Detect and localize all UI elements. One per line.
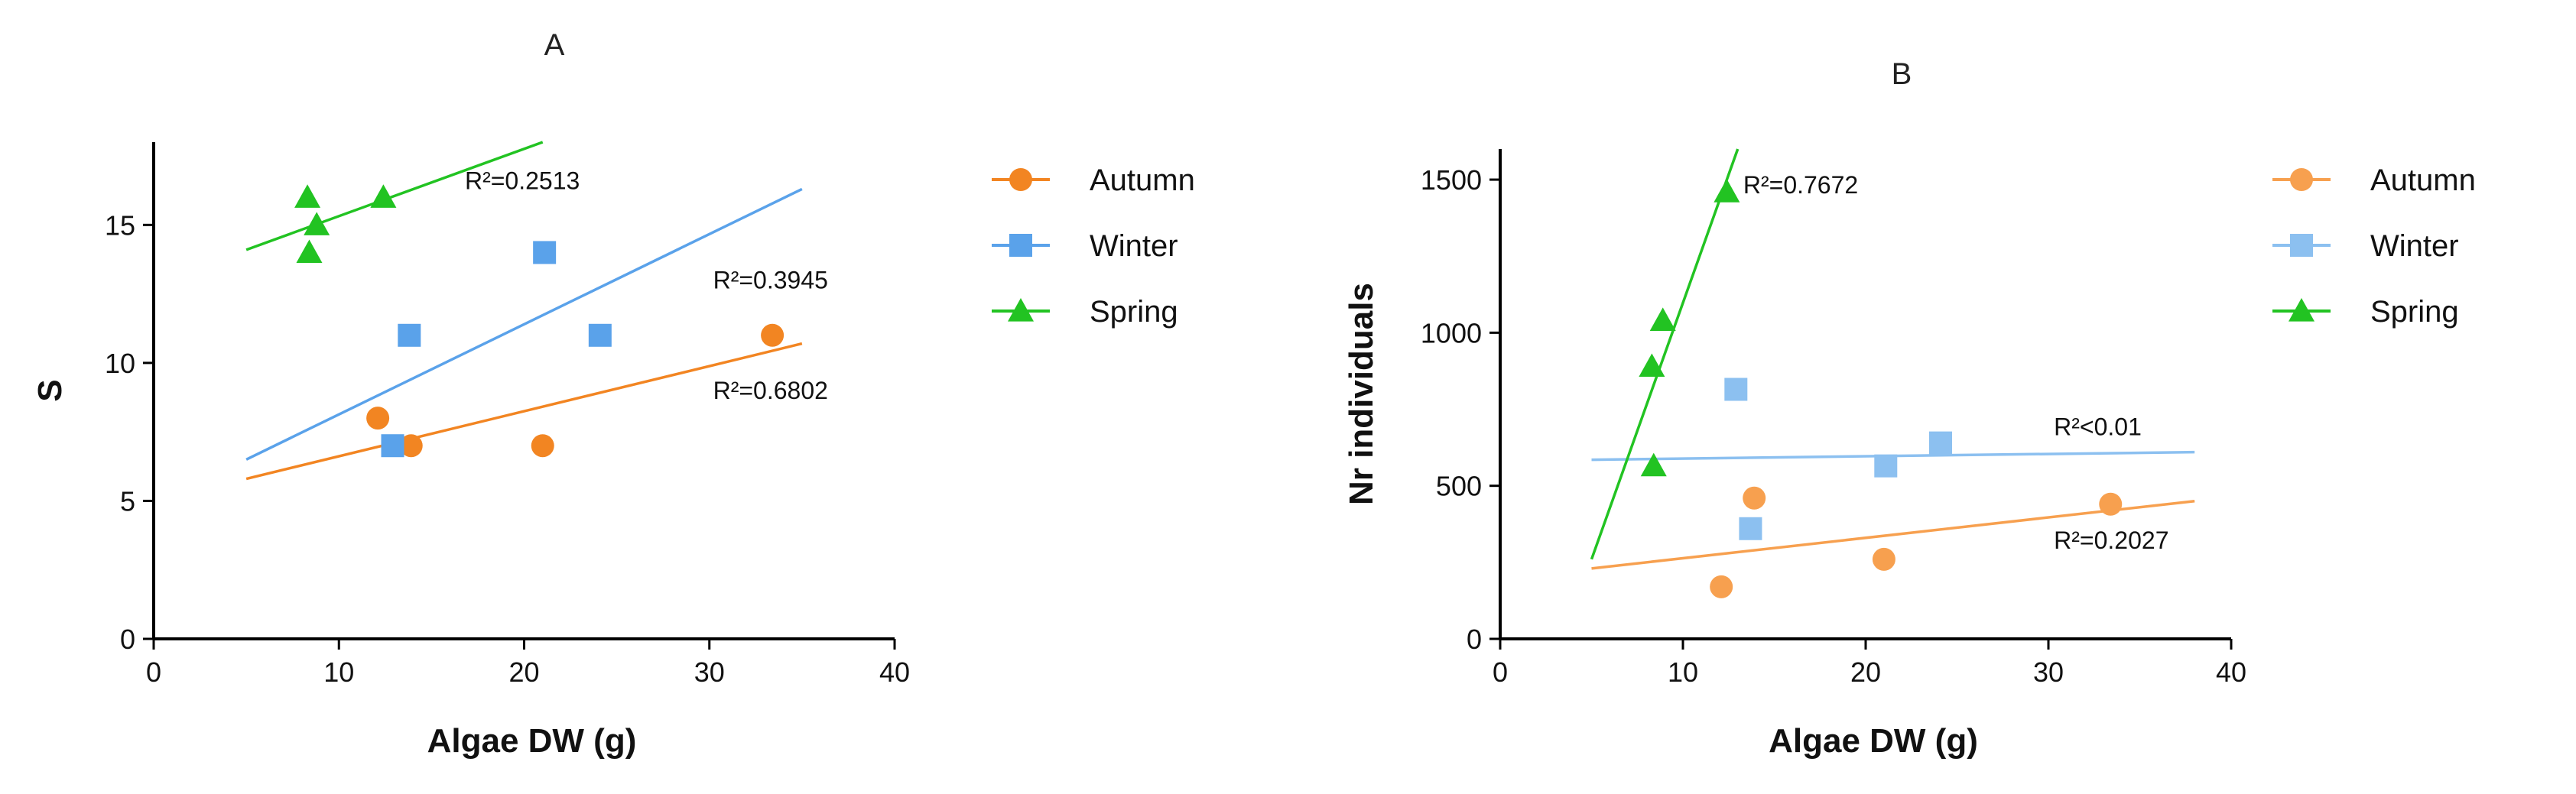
r2-label: R²=0.6802 — [713, 377, 828, 404]
data-point — [296, 239, 323, 264]
data-point — [1649, 307, 1676, 331]
legend-label: Spring — [1090, 295, 1178, 329]
series-spring: R²=0.7672 — [1590, 148, 1858, 560]
panel-a: A 0 10 20 30 40 0 5 10 15 Algae DW (g) S R²=0.6802 R²… — [31, 28, 1195, 760]
y-tick-label: 5 — [120, 485, 135, 517]
series-autumn: R²=0.2027 — [1591, 486, 2195, 598]
legend-item-winter: Winter — [2272, 229, 2459, 263]
legend-label: Autumn — [2370, 164, 2476, 197]
data-point — [398, 323, 421, 347]
x-axis-title: Algae DW (g) — [1769, 722, 1978, 760]
x-tick-label: 20 — [1850, 656, 1881, 688]
data-point — [1710, 575, 1733, 598]
legend-item-spring: Spring — [2272, 295, 2459, 329]
data-point — [1743, 486, 1766, 510]
data-point — [2099, 492, 2123, 516]
y-axis-title: Nr individuals — [1343, 283, 1380, 505]
y-tick-label: 0 — [1467, 624, 1482, 655]
y-tick-label: 500 — [1436, 471, 1482, 502]
data-point — [1874, 454, 1898, 478]
data-point — [1928, 431, 1952, 455]
x-tick-label: 0 — [146, 656, 161, 688]
r2-label: R²=0.2513 — [465, 167, 580, 194]
series-autumn: R²=0.6802 — [245, 323, 828, 481]
legend-item-winter: Winter — [992, 229, 1178, 263]
trend-line — [1590, 148, 1740, 560]
x-tick-label: 30 — [694, 656, 725, 688]
data-point — [366, 407, 390, 430]
r2-label: R²=0.3945 — [713, 266, 828, 293]
trend-line — [1591, 499, 2195, 570]
data-point — [1724, 378, 1748, 401]
panel-title: A — [544, 28, 565, 62]
legend-marker — [2289, 298, 2315, 322]
legend-item-spring: Spring — [992, 295, 1178, 329]
x-tick-label: 20 — [508, 656, 539, 688]
data-point — [399, 434, 423, 458]
panel-b: B 0 10 20 30 40 0 500 1000 1500 Algae DW (g) Nr ind… — [1343, 57, 2476, 760]
x-tick-label: 30 — [2033, 656, 2064, 688]
y-tick-label: 1500 — [1421, 164, 1482, 196]
legend-label: Winter — [1090, 229, 1178, 263]
data-point — [588, 323, 612, 347]
data-point — [1739, 517, 1762, 540]
r2-label: R²=0.2027 — [2054, 527, 2168, 554]
data-point — [381, 434, 404, 458]
data-point — [1714, 179, 1740, 203]
y-tick-label: 1000 — [1421, 317, 1482, 348]
series-spring: R²=0.2513 — [245, 141, 580, 264]
data-point — [370, 184, 397, 208]
y-tick-label: 10 — [105, 348, 135, 379]
legend-label: Spring — [2370, 295, 2459, 329]
x-tick-label: 0 — [1493, 656, 1508, 688]
x-tick-label: 10 — [323, 656, 354, 688]
legend-marker — [1009, 168, 1032, 191]
x-tick-label: 40 — [2216, 656, 2246, 688]
trend-line — [245, 342, 803, 481]
legend-item-autumn: Autumn — [992, 164, 1195, 197]
legend-item-autumn: Autumn — [2272, 164, 2476, 197]
legend-marker — [2290, 234, 2313, 257]
x-tick-label: 40 — [879, 656, 910, 688]
legend-label: Autumn — [1090, 164, 1195, 197]
legend-marker — [1008, 298, 1034, 322]
legend-marker — [1009, 234, 1032, 257]
x-axis-title: Algae DW (g) — [427, 722, 637, 760]
data-point — [1872, 547, 1895, 571]
series-winter: R²=0.3945 — [245, 187, 828, 461]
trend-line — [245, 141, 544, 251]
data-point — [294, 184, 321, 208]
data-point — [304, 212, 330, 235]
panel-title: B — [1892, 57, 1912, 91]
data-point — [761, 323, 784, 347]
legend: Autumn Winter Spring — [2272, 164, 2476, 329]
series-winter: R²<0.01 — [1591, 378, 2195, 540]
r2-label: R²<0.01 — [2054, 413, 2142, 441]
data-point — [1639, 353, 1665, 378]
y-tick-label: 0 — [120, 624, 135, 655]
legend: Autumn Winter Spring — [992, 164, 1195, 329]
trend-line — [245, 187, 803, 461]
data-point — [1640, 452, 1667, 477]
legend-label: Winter — [2370, 229, 2459, 263]
y-tick-label: 15 — [105, 209, 135, 241]
r2-label: R²=0.7672 — [1743, 171, 1858, 199]
y-axis-title: S — [31, 379, 69, 401]
data-point — [533, 241, 557, 264]
legend-marker — [2290, 168, 2313, 191]
data-point — [531, 434, 554, 458]
x-tick-label: 10 — [1668, 656, 1698, 688]
